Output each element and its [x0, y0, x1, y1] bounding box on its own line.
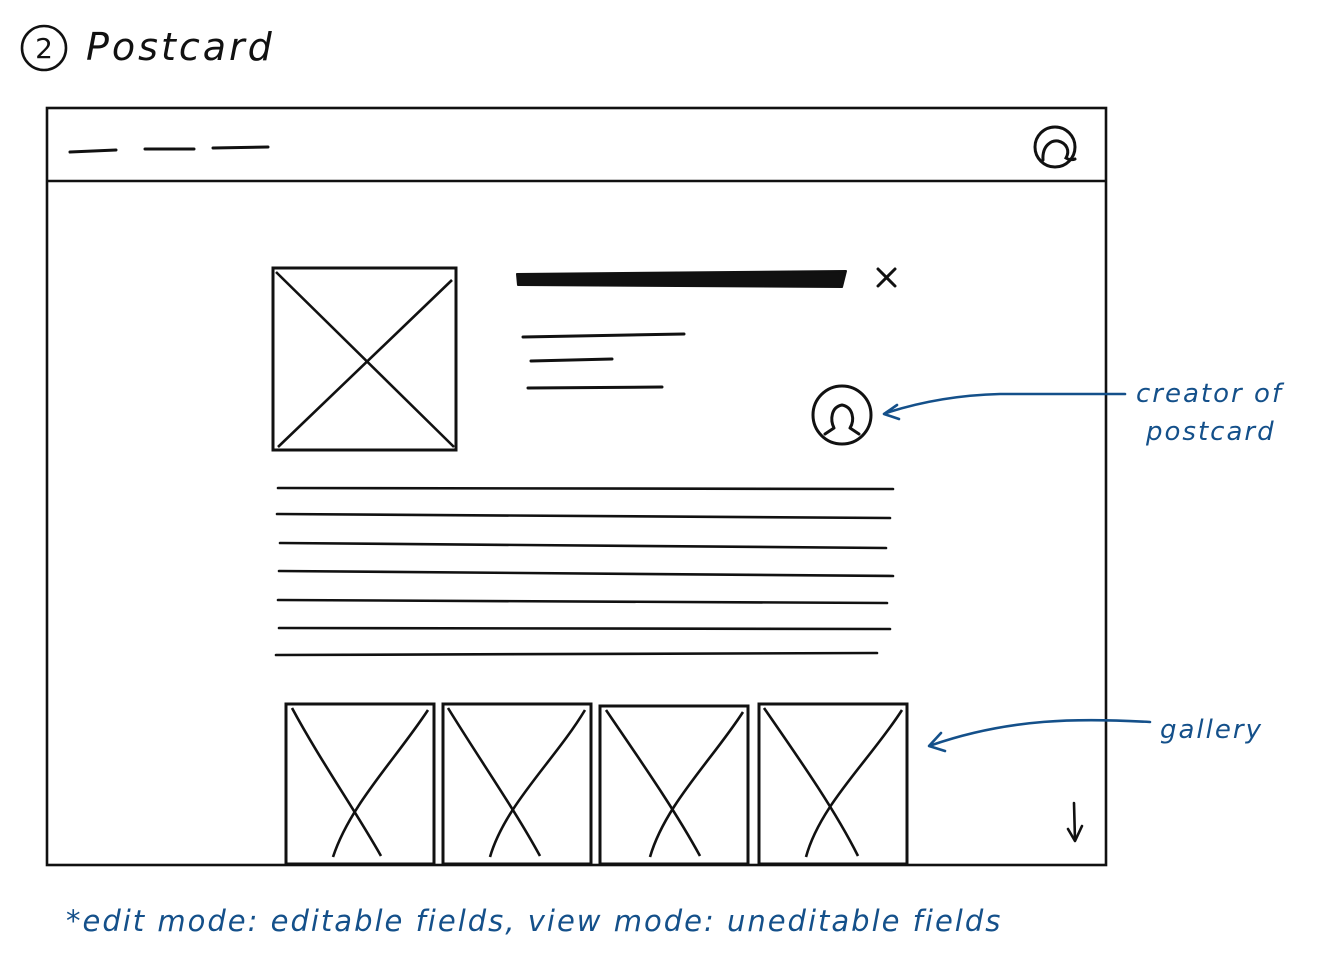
creator-avatar-icon[interactable] [811, 384, 873, 446]
creator-annotation-line2: postcard [1145, 417, 1276, 447]
gallery-image-placeholder-icon[interactable] [284, 702, 436, 866]
gallery-image-placeholder-icon[interactable] [441, 702, 593, 866]
postcard-title-field[interactable] [516, 270, 847, 288]
mode-footnote: *edit mode: editable fields, view mode: … [66, 904, 1002, 938]
main-image-placeholder-icon [271, 266, 458, 452]
page-heading: 2 Postcard [20, 24, 275, 72]
gallery-annotation: gallery [1160, 715, 1263, 745]
close-icon[interactable] [876, 267, 897, 288]
metadata-line-3 [526, 385, 664, 390]
user-avatar-icon[interactable] [1033, 125, 1077, 169]
page-title: Postcard [86, 25, 275, 69]
step-number-circle [20, 24, 68, 72]
metadata-line-2 [529, 357, 614, 363]
arrow-down-icon[interactable] [1066, 801, 1084, 843]
browser-frame [45, 106, 1108, 867]
creator-callout-arrow [882, 392, 1127, 421]
window-outline [45, 106, 1108, 867]
nav-link-3[interactable] [211, 145, 270, 150]
step-number: 2 [35, 32, 53, 65]
creator-annotation-line1: creator of [1136, 379, 1285, 409]
gallery [284, 702, 909, 866]
nav-link-1[interactable] [68, 148, 118, 154]
navbar [68, 125, 1077, 169]
gallery-callout-arrow [927, 718, 1152, 753]
metadata-line-1 [521, 332, 686, 339]
postcard-metadata [521, 332, 686, 390]
gallery-image-placeholder-icon[interactable] [757, 702, 909, 866]
annotations: creator of postcard gallery *edit mode: … [66, 379, 1285, 938]
gallery-image-placeholder-icon[interactable] [598, 704, 750, 866]
postcard-body-text[interactable] [274, 486, 895, 657]
